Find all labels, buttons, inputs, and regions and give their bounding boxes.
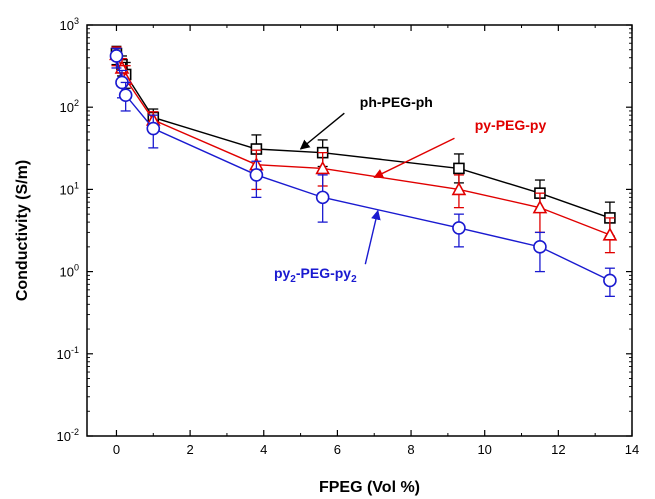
x-tick-label: 6 [334,442,341,457]
data-point-circle [249,168,264,182]
y-tick-label: 102 [60,98,79,115]
series-1 [109,46,618,254]
annotation-label: py-PEG-py [475,117,547,133]
annotation-arrow [364,209,381,265]
y-tick-label: 103 [60,16,79,33]
x-axis-title: FPEG (Vol %) [319,479,420,496]
annotation-label: ph-PEG-ph [360,94,433,110]
x-tick-label: 4 [260,442,267,457]
series-2 [109,47,617,297]
data-point-triangle [532,199,548,214]
x-tick-label: 10 [477,442,491,457]
data-point-circle [452,221,466,235]
data-point-circle [533,240,547,254]
y-tick-label: 100 [60,263,79,280]
data-point-triangle [602,227,618,241]
data-point-square [453,162,465,175]
x-tick-label: 14 [625,442,639,457]
data-point-circle [603,273,617,288]
x-tick-label: 12 [551,442,565,457]
data-point-circle [109,49,124,63]
data-point-circle [146,121,161,136]
y-tick-label: 101 [60,180,79,197]
y-axis-title: Conductivity (S/m) [14,160,31,301]
y-tick-label: 10-1 [57,345,79,362]
x-tick-label: 2 [186,442,193,457]
annotation-arrow [373,137,455,179]
x-tick-label: 0 [113,442,120,457]
data-point-circle [315,190,330,205]
annotation-label: py2-PEG-py2 [274,265,357,285]
y-tick-label: 10-2 [57,427,79,444]
x-tick-label: 8 [407,442,414,457]
annotation-arrow [299,112,345,150]
data-point-triangle [451,181,467,196]
plot-frame [86,24,633,437]
data-point-circle [118,88,133,102]
data-point-triangle [315,160,331,175]
